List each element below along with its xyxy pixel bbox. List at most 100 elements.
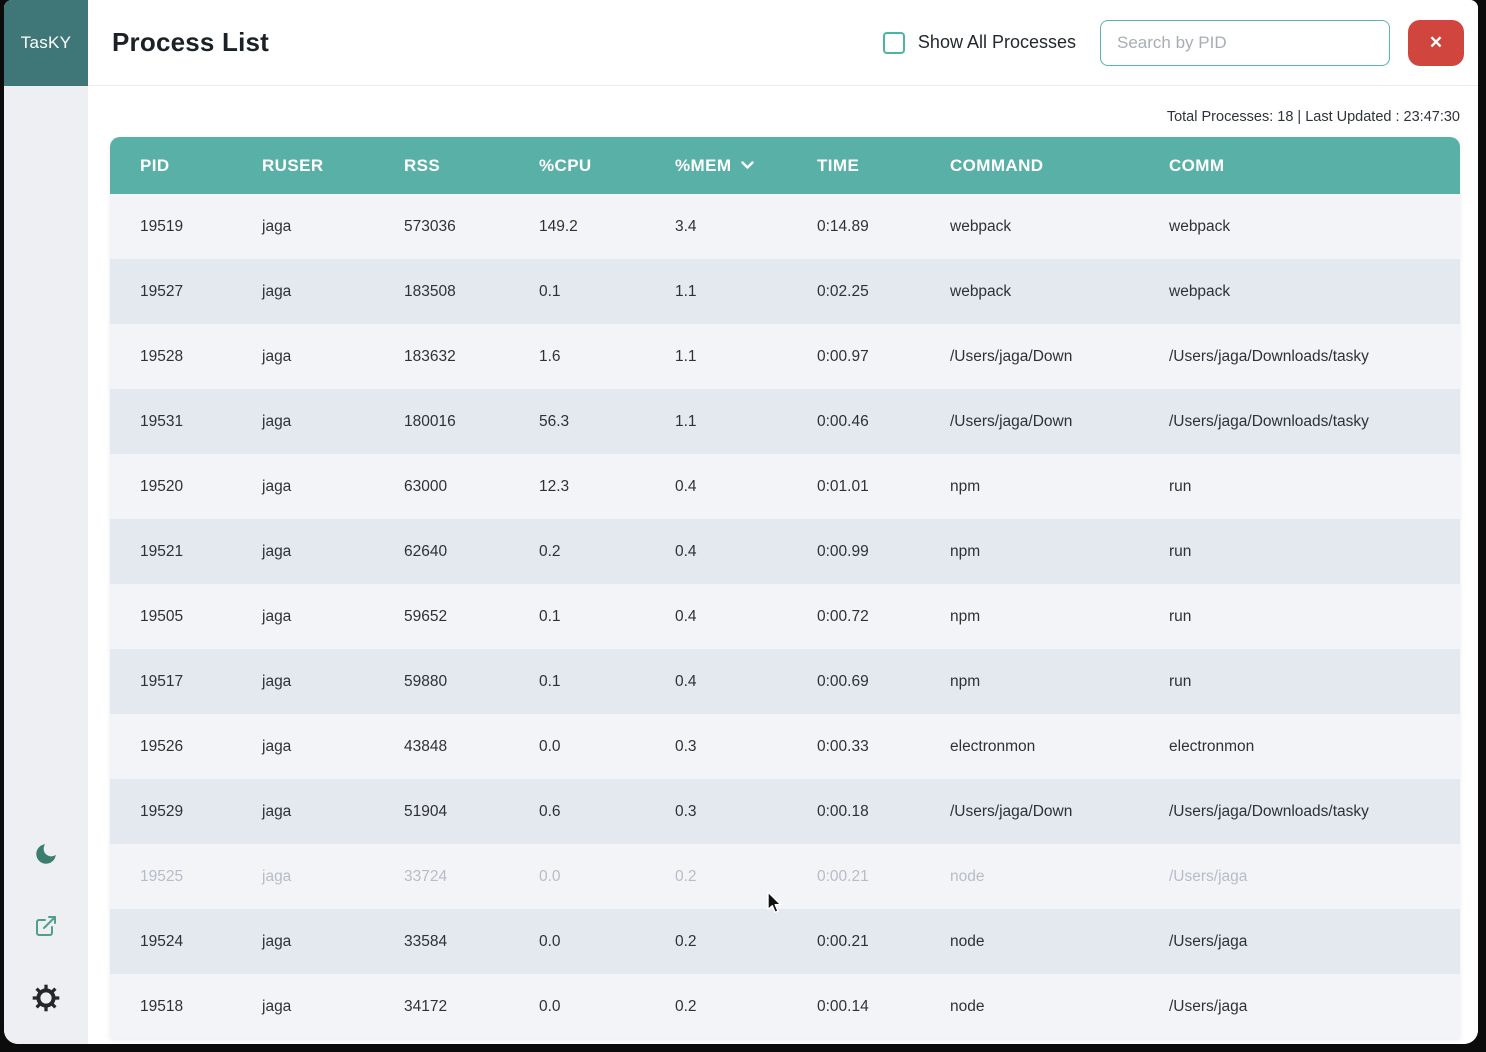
cell-time: 0:00.72 [817, 607, 869, 625]
chevron-down-icon [741, 155, 755, 174]
cell-time: 0:14.89 [817, 217, 869, 235]
cell-comm: webpack [1169, 217, 1231, 235]
cell-rss: 33724 [404, 867, 448, 885]
column-header-command[interactable]: COMMAND [920, 137, 1139, 194]
cell-command: webpack [950, 217, 1012, 235]
cell-comm: /Users/jaga [1169, 867, 1248, 885]
app-window: TasKY [4, 0, 1478, 1044]
cell-ruser: jaga [262, 347, 292, 365]
cell-command: node [950, 932, 985, 950]
table-row[interactable]: 19527 jaga 183508 0.1 1.1 0:02.25 webpack webpa… [110, 259, 1460, 324]
show-all-processes-toggle: Show All Processes [882, 31, 1076, 54]
search-input[interactable] [1100, 19, 1390, 66]
cell-ruser: jaga [262, 607, 292, 625]
cell-ruser: jaga [262, 477, 292, 495]
cell-mem: 0.2 [675, 932, 697, 950]
cell-cpu: 0.0 [539, 737, 561, 755]
cell-comm: /Users/jaga/Downloads/tasky [1169, 347, 1369, 365]
cell-pid: 19518 [140, 997, 184, 1015]
cell-rss: 573036 [404, 217, 456, 235]
cell-cpu: 149.2 [539, 217, 578, 235]
column-header-rss[interactable]: RSS [374, 137, 509, 194]
sidebar-icons [4, 840, 88, 1012]
cell-ruser: jaga [262, 932, 292, 950]
cell-ruser: jaga [262, 997, 292, 1015]
cell-comm: /Users/jaga/Downloads/tasky [1169, 802, 1369, 820]
show-all-checkbox[interactable] [882, 31, 905, 54]
cell-pid: 19505 [140, 607, 184, 625]
cell-cpu: 0.0 [539, 932, 561, 950]
table-row[interactable]: 19520 jaga 63000 12.3 0.4 0:01.01 npm run [110, 454, 1460, 519]
cell-ruser: jaga [262, 672, 292, 690]
cell-ruser: jaga [262, 217, 292, 235]
column-header-comm[interactable]: COMM [1139, 137, 1460, 194]
cell-ruser: jaga [262, 412, 292, 430]
show-all-label[interactable]: Show All Processes [917, 32, 1076, 52]
table-row[interactable]: 19526 jaga 43848 0.0 0.3 0:00.33 electronmon el… [110, 714, 1460, 779]
table-row[interactable]: 19517 jaga 59880 0.1 0.4 0:00.69 npm run [110, 649, 1460, 714]
table-row[interactable]: 19528 jaga 183632 1.6 1.1 0:00.97/Users/jaga/… [110, 324, 1460, 389]
column-header-ruser[interactable]: RUSER [232, 137, 374, 194]
cell-time: 0:01.01 [817, 477, 869, 495]
cell-pid: 19529 [140, 802, 184, 820]
cell-mem: 0.4 [675, 607, 697, 625]
cell-pid: 19525 [140, 867, 184, 885]
cell-rss: 33584 [404, 932, 448, 950]
cell-command: webpack [950, 282, 1012, 300]
cell-pid: 19531 [140, 412, 184, 430]
cell-command: npm [950, 607, 981, 625]
column-header-cpu[interactable]: %CPU [509, 137, 645, 194]
cell-pid: 19521 [140, 542, 184, 560]
top-bar: Process List Show All Processes ✕ [88, 0, 1478, 86]
cell-rss: 183508 [404, 282, 456, 300]
table-row[interactable]: 19525 jaga 33724 0.0 0.2 0:00.21 node/Users/ja… [110, 844, 1460, 909]
table-row[interactable]: 19531 jaga 180016 56.3 1.1 0:00.46/Users/jaga… [110, 389, 1460, 454]
cell-rss: 63000 [404, 477, 448, 495]
cell-mem: 3.4 [675, 217, 697, 235]
cell-rss: 43848 [404, 737, 448, 755]
cell-cpu: 1.6 [539, 347, 561, 365]
close-button[interactable]: ✕ [1408, 19, 1464, 66]
cell-command: node [950, 867, 985, 885]
cell-cpu: 0.0 [539, 867, 561, 885]
cell-mem: 0.3 [675, 802, 697, 820]
cell-pid: 19528 [140, 347, 184, 365]
cell-time: 0:00.21 [817, 932, 869, 950]
column-header-time[interactable]: TIME [787, 137, 920, 194]
cell-rss: 183632 [404, 347, 456, 365]
cell-time: 0:00.21 [817, 867, 869, 885]
cell-pid: 19520 [140, 477, 184, 495]
cell-rss: 62640 [404, 542, 448, 560]
cell-time: 0:00.18 [817, 802, 869, 820]
cell-mem: 0.3 [675, 737, 697, 755]
cell-cpu: 56.3 [539, 412, 570, 430]
table-header: PID RUSER RSS %CPU %MEM TIME COMMAND COM… [110, 137, 1460, 194]
process-table-body: 19519 jaga 573036 149.2 3.4 0:14.89 webpack web… [110, 194, 1460, 1039]
cell-cpu: 0.6 [539, 802, 561, 820]
open-external-icon[interactable] [32, 912, 60, 940]
table-row[interactable]: 19521 jaga 62640 0.2 0.4 0:00.99 npm run [110, 519, 1460, 584]
table-row[interactable]: 19524 jaga 33584 0.0 0.2 0:00.21 node/Users/ja… [110, 909, 1460, 974]
table-row[interactable]: 19505 jaga 59652 0.1 0.4 0:00.72 npm run [110, 584, 1460, 649]
cell-time: 0:00.97 [817, 347, 869, 365]
cell-command: electronmon [950, 737, 1036, 755]
dark-mode-moon-icon[interactable] [32, 840, 60, 868]
cell-comm: run [1169, 607, 1192, 625]
cell-mem: 0.4 [675, 542, 697, 560]
settings-gear-icon[interactable] [32, 984, 60, 1012]
column-header-mem[interactable]: %MEM [645, 137, 787, 194]
cell-pid: 19526 [140, 737, 184, 755]
cell-time: 0:00.46 [817, 412, 869, 430]
cell-cpu: 0.0 [539, 997, 561, 1015]
cell-comm: run [1169, 477, 1192, 495]
cell-time: 0:00.69 [817, 672, 869, 690]
table-row[interactable]: 19529 jaga 51904 0.6 0.3 0:00.18/Users/jaga/D… [110, 779, 1460, 844]
cell-mem: 0.4 [675, 672, 697, 690]
cell-command: /Users/jaga/Down [950, 412, 1073, 430]
cell-cpu: 12.3 [539, 477, 570, 495]
cell-ruser: jaga [262, 737, 292, 755]
table-row[interactable]: 19518 jaga 34172 0.0 0.2 0:00.14 node/Users/ja… [110, 974, 1460, 1039]
cell-comm: webpack [1169, 282, 1231, 300]
table-row[interactable]: 19519 jaga 573036 149.2 3.4 0:14.89 webpack web… [110, 194, 1460, 259]
column-header-pid[interactable]: PID [110, 137, 232, 194]
